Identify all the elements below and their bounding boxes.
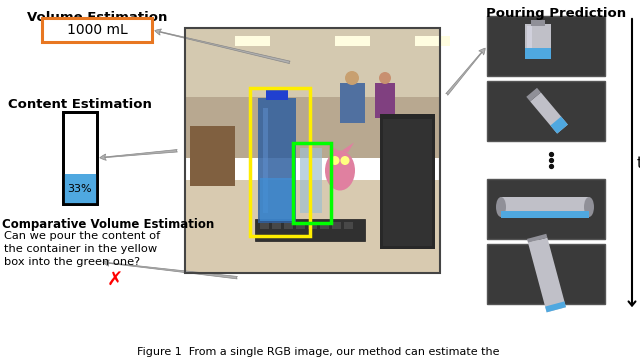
Text: ✗: ✗ xyxy=(107,271,123,290)
Bar xyxy=(487,81,605,141)
Bar xyxy=(340,83,365,123)
Text: Can we pour the content of
the container in the yellow
box into the green one?: Can we pour the content of the container… xyxy=(4,231,160,267)
Bar xyxy=(487,16,605,76)
Bar xyxy=(263,108,268,213)
Ellipse shape xyxy=(340,156,349,165)
Bar xyxy=(185,28,440,114)
Bar xyxy=(380,114,435,248)
Bar xyxy=(190,126,235,186)
Bar xyxy=(531,20,545,26)
Ellipse shape xyxy=(325,150,355,190)
Ellipse shape xyxy=(379,72,391,84)
Ellipse shape xyxy=(496,197,506,217)
Bar xyxy=(185,180,440,273)
Bar xyxy=(320,222,329,228)
Bar xyxy=(487,244,605,304)
Bar xyxy=(332,222,341,228)
Bar xyxy=(525,24,551,59)
Bar xyxy=(260,178,294,221)
Polygon shape xyxy=(530,92,568,134)
Bar xyxy=(63,112,97,204)
Bar xyxy=(250,88,310,236)
Bar xyxy=(63,174,97,204)
Polygon shape xyxy=(550,117,568,134)
Bar xyxy=(42,18,152,42)
Text: t: t xyxy=(637,155,640,170)
Text: Pouring Prediction: Pouring Prediction xyxy=(486,7,626,20)
Bar xyxy=(501,211,589,218)
Bar xyxy=(284,222,293,228)
Bar xyxy=(300,148,322,213)
Ellipse shape xyxy=(345,71,359,85)
Text: Comparative Volume Estimation: Comparative Volume Estimation xyxy=(2,218,214,231)
Bar xyxy=(487,179,605,239)
Bar xyxy=(415,36,450,46)
Polygon shape xyxy=(545,301,566,313)
Bar xyxy=(255,219,365,241)
Bar xyxy=(335,36,370,46)
Ellipse shape xyxy=(584,197,594,217)
Bar xyxy=(308,222,317,228)
Bar xyxy=(235,36,270,46)
Polygon shape xyxy=(528,238,566,313)
Bar xyxy=(63,112,97,204)
Text: Figure 1  From a single RGB image, our method can estimate the: Figure 1 From a single RGB image, our me… xyxy=(137,347,499,357)
Bar xyxy=(296,222,305,228)
Polygon shape xyxy=(326,142,338,153)
Bar xyxy=(185,28,440,273)
Bar xyxy=(266,90,288,100)
Text: Content Estimation: Content Estimation xyxy=(8,98,152,111)
Bar xyxy=(293,143,331,223)
Text: 1000 mL: 1000 mL xyxy=(67,23,127,37)
Bar xyxy=(258,98,296,223)
Ellipse shape xyxy=(330,156,339,165)
Text: Volume Estimation: Volume Estimation xyxy=(27,11,167,24)
Polygon shape xyxy=(342,142,354,153)
Bar xyxy=(527,26,532,54)
Bar xyxy=(260,222,269,228)
Bar xyxy=(344,222,353,228)
Bar xyxy=(383,118,432,246)
Bar xyxy=(375,83,395,118)
Polygon shape xyxy=(526,88,541,101)
Bar xyxy=(272,222,281,228)
Bar xyxy=(501,197,589,217)
Bar xyxy=(525,48,551,59)
Polygon shape xyxy=(527,234,547,243)
Bar xyxy=(185,97,440,158)
Text: 33%: 33% xyxy=(68,184,92,194)
